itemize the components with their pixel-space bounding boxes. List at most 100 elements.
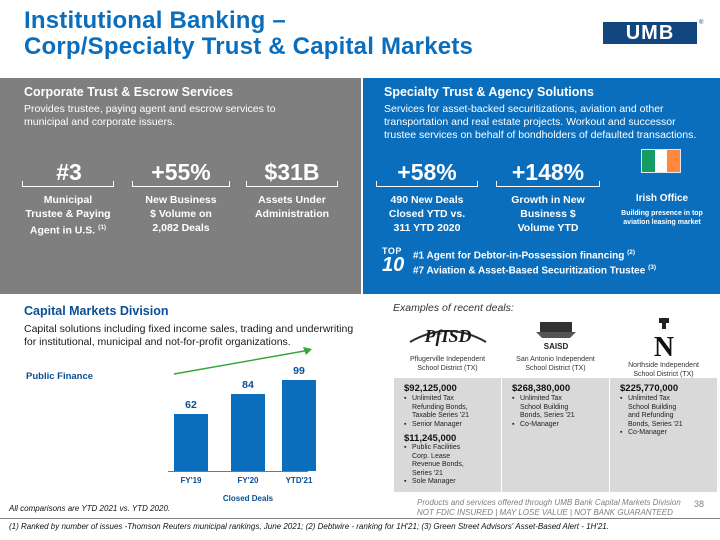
chart-bar bbox=[174, 414, 208, 471]
desc-line: transportation and real estate projects.… bbox=[384, 116, 676, 128]
comparisons-note: All comparisons are YTD 2021 vs. YTD 202… bbox=[9, 504, 171, 513]
specialty-trust-description: Services for asset-backed securitization… bbox=[384, 103, 714, 142]
ranking-text: #1 Agent for Debtor-in-Possession financ… bbox=[413, 250, 625, 262]
deal-amount: $225,770,000 bbox=[620, 383, 679, 394]
title-line-2: Corp/Specialty Trust & Capital Markets bbox=[24, 33, 474, 60]
bullet-line: Series '21 bbox=[412, 469, 443, 477]
bullet-line: Taxable Series '21 bbox=[412, 412, 469, 419]
pfisd-logo-text: PfISD bbox=[423, 326, 471, 346]
bullet-item: Co-Manager bbox=[620, 429, 715, 438]
bullet-line: Bonds, Series '21 bbox=[520, 412, 575, 419]
footnote-ref: (3) bbox=[648, 264, 657, 271]
stat-bracket bbox=[132, 181, 230, 187]
stat-line: $ Volume on bbox=[150, 208, 212, 220]
issuer-line: School District (TX) bbox=[525, 364, 586, 372]
bullet-line: Corp. Lease bbox=[412, 452, 451, 460]
chart-category-label: YTD'21 bbox=[285, 476, 313, 485]
stat-volume-value: +55% bbox=[151, 159, 211, 185]
saisd-logo: SAISD bbox=[536, 322, 576, 351]
bullet-line: Revenue Bonds, bbox=[412, 461, 464, 468]
issuer-line: Pflugerville Independent bbox=[409, 356, 486, 363]
desc-line: trustee services on behalf of bondholder… bbox=[384, 129, 697, 141]
stat-line: Agent in U.S. (1) bbox=[14, 221, 122, 238]
stat-line: 311 YTD 2020 bbox=[393, 222, 461, 234]
issuer-line: School District (TX) bbox=[417, 364, 478, 372]
disclaimer: Products and services offered through UM… bbox=[417, 498, 681, 517]
desc-line: Services for asset-backed securitization… bbox=[384, 103, 664, 115]
title-line-1: Institutional Banking – bbox=[24, 7, 286, 34]
stat-line: Closed YTD vs. bbox=[388, 208, 466, 220]
bullet-line: Unlimited Tax bbox=[412, 395, 454, 402]
chart-title: Public Finance bbox=[26, 371, 94, 382]
top-10-badge-icon: TOP 10 bbox=[382, 246, 408, 276]
stat-deals-label: 490 New Deals Closed YTD vs. 311 YTD 202… bbox=[372, 193, 482, 235]
bullet-line: and Refunding bbox=[628, 412, 674, 419]
stat-line: New Business bbox=[145, 194, 217, 206]
specialty-trust-heading: Specialty Trust & Agency Solutions bbox=[384, 85, 594, 99]
trend-arrow-icon bbox=[173, 347, 312, 375]
issuer-name: Pflugerville Independent School District… bbox=[394, 356, 501, 373]
issuer-name: Northside Independent School District (T… bbox=[610, 362, 717, 379]
chart-bar bbox=[231, 394, 265, 471]
footnote-ref: (2) bbox=[627, 249, 636, 256]
corporate-trust-description: Provides trustee, paying agent and escro… bbox=[24, 103, 354, 129]
stat-line: Municipal bbox=[43, 194, 93, 206]
irish-office-subtitle: Building presence in top aviation leasin… bbox=[620, 209, 704, 227]
stat-line: Growth in New bbox=[511, 194, 585, 206]
bullet-line: Bonds, Series '21 bbox=[628, 420, 683, 428]
stat-line: Volume YTD bbox=[517, 222, 579, 234]
stat-line-text: Agent in U.S. bbox=[29, 224, 96, 237]
stat-line: Assets Under bbox=[258, 194, 326, 206]
bullet-item: Co-Manager bbox=[512, 421, 607, 430]
flag-stripe-white bbox=[654, 150, 668, 172]
stat-assets-label: Assets Under Administration bbox=[238, 193, 346, 221]
subtitle-line: Building presence in top bbox=[621, 210, 703, 217]
capital-markets-description: Capital solutions including fixed income… bbox=[24, 323, 374, 349]
page-number: 38 bbox=[694, 499, 705, 509]
stat-bracket bbox=[376, 181, 478, 187]
stat-line: Administration bbox=[254, 208, 330, 220]
chart-x-axis bbox=[168, 471, 308, 472]
desc-line: Provides trustee, paying agent and escro… bbox=[24, 103, 276, 115]
issuer-name: San Antonio Independent School District … bbox=[502, 356, 609, 373]
stat-bracket bbox=[246, 181, 338, 187]
chart-x-title: Closed Deals bbox=[222, 494, 274, 503]
stat-rank-label: Municipal Trustee & Paying Agent in U.S.… bbox=[14, 193, 122, 238]
ranking-dip: #1 Agent for Debtor-in-Possession financ… bbox=[413, 249, 635, 261]
chart-data-label: 84 bbox=[242, 379, 254, 391]
bullet-line: School Building bbox=[628, 403, 677, 411]
stat-line: 490 New Deals bbox=[390, 194, 464, 206]
corporate-trust-heading: Corporate Trust & Escrow Services bbox=[24, 85, 234, 99]
irish-flag-icon bbox=[641, 149, 681, 173]
stat-growth-value: +148% bbox=[511, 159, 585, 185]
northside-logo: N bbox=[654, 318, 674, 358]
disclaimer-line: NOT FDIC INSURED | MAY LOSE VALUE | NOT … bbox=[417, 507, 673, 517]
stat-growth-label: Growth in New Business $ Volume YTD bbox=[494, 193, 602, 235]
stat-volume-label: New Business $ Volume on 2,082 Deals bbox=[128, 193, 234, 235]
chart-category-label: FY'20 bbox=[237, 476, 259, 485]
irish-office-title: Irish Office bbox=[635, 193, 689, 204]
saisd-logo-text: SAISD bbox=[544, 342, 569, 351]
stat-line: 2,082 Deals bbox=[152, 222, 210, 234]
capital-markets-heading: Capital Markets Division bbox=[24, 304, 169, 318]
examples-label: Examples of recent deals: bbox=[393, 302, 514, 314]
issuer-line: San Antonio Independent bbox=[516, 356, 595, 363]
desc-line: for institutional, municipal and not-for… bbox=[24, 336, 291, 348]
desc-line: municipal and corporate issuers. bbox=[24, 116, 176, 128]
bullet-line: Unlimited Tax bbox=[520, 395, 562, 402]
stat-line: Trustee & Paying bbox=[25, 208, 111, 220]
deal-amount-secondary: $11,245,000 bbox=[404, 433, 457, 444]
ten-number: 10 bbox=[382, 254, 405, 276]
pfisd-logo: PfISD bbox=[409, 326, 487, 346]
ranking-aviation: #7 Aviation & Asset-Based Securitization… bbox=[413, 264, 656, 276]
stat-bracket bbox=[496, 181, 600, 187]
bullet-line: Refunding Bonds, bbox=[412, 403, 468, 411]
subtitle-line: aviation leasing market bbox=[623, 219, 701, 226]
bullet-line: Public Facilities bbox=[412, 444, 461, 451]
stat-bracket bbox=[22, 181, 114, 187]
issuer-line: Northside Independent bbox=[628, 362, 699, 369]
